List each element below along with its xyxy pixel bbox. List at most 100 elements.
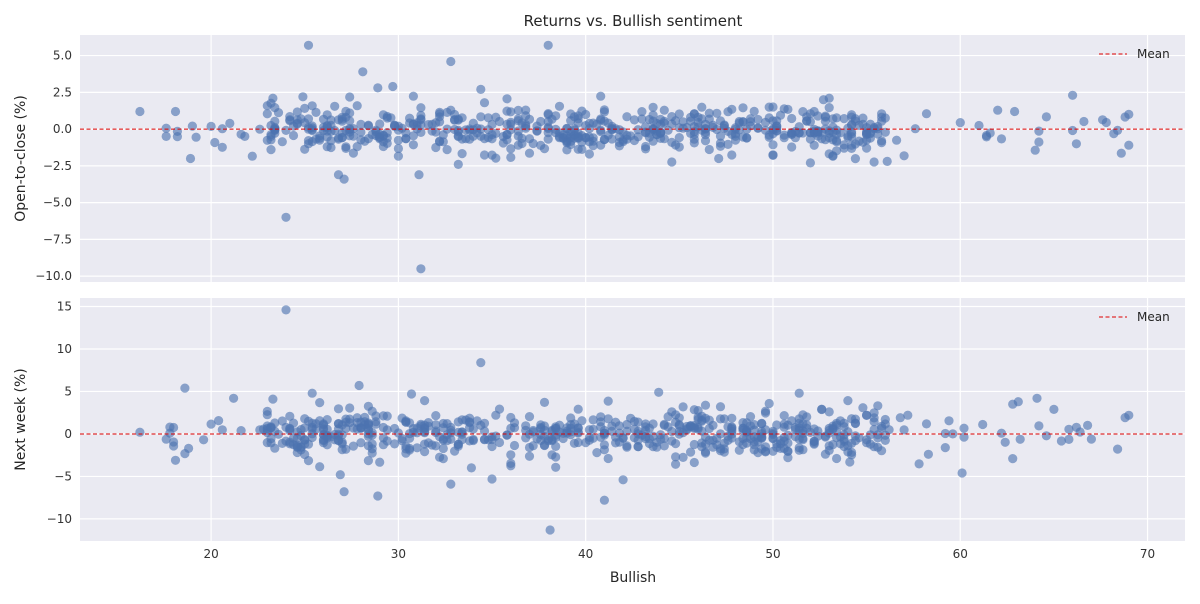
scatter-point: [727, 150, 737, 160]
scatter-point: [824, 407, 834, 417]
scatter-point: [465, 413, 475, 423]
scatter-point: [528, 425, 538, 436]
scatter-point: [476, 84, 486, 94]
scatter-point: [652, 437, 662, 447]
x-axis-label: Bullish: [610, 570, 656, 586]
scatter-point: [663, 412, 673, 422]
scatter-point: [734, 125, 744, 135]
scatter-point: [390, 423, 400, 434]
scatter-point: [1049, 404, 1059, 414]
scatter-point: [768, 102, 778, 112]
scatter-point: [408, 131, 418, 141]
scatter-point: [723, 107, 733, 117]
scatter-point: [247, 151, 257, 161]
plot-background: [80, 35, 1185, 282]
scatter-point: [1071, 139, 1081, 149]
scatter-point: [315, 462, 325, 472]
scatter-point: [341, 414, 351, 424]
scatter-point: [772, 420, 782, 430]
scatter-point: [393, 151, 403, 161]
scatter-point: [442, 107, 452, 117]
scatter-point: [513, 131, 523, 141]
scatter-point: [335, 470, 345, 480]
scatter-point: [914, 459, 924, 469]
scatter-point: [734, 445, 744, 455]
scatter-point: [862, 410, 872, 420]
scatter-point: [476, 358, 486, 368]
scatter-point: [854, 433, 864, 443]
scatter-point: [268, 93, 278, 103]
scatter-point: [348, 441, 358, 451]
scatter-point: [255, 425, 265, 435]
scatter-point: [423, 120, 433, 130]
scatter-point: [584, 425, 595, 435]
scatter-point: [659, 116, 669, 126]
scatter-point: [551, 430, 561, 440]
scatter-point: [229, 393, 239, 403]
scatter-point: [446, 56, 456, 67]
scatter-point: [862, 143, 872, 153]
scatter-point: [850, 418, 861, 428]
scatter-point: [551, 423, 561, 434]
scatter-point: [847, 132, 857, 142]
scatter-point: [566, 136, 576, 146]
scatter-point: [135, 106, 145, 117]
scatter-point: [629, 115, 640, 125]
scatter-point: [869, 413, 879, 423]
scatter-point: [442, 419, 452, 429]
y-tick-label: −10.0: [35, 269, 72, 283]
scatter-point: [828, 114, 838, 124]
scatter-point: [506, 450, 516, 460]
scatter-point: [214, 416, 224, 426]
scatter-point: [667, 137, 677, 147]
scatter-point: [281, 125, 291, 135]
scatter-point: [996, 428, 1007, 438]
scatter-point: [880, 430, 890, 440]
scatter-point: [1034, 126, 1044, 136]
scatter-point: [401, 444, 411, 454]
scatter-point: [599, 445, 610, 455]
scatter-point: [356, 119, 366, 129]
scatter-point: [667, 157, 677, 167]
scatter-point: [442, 436, 452, 446]
scatter-point: [303, 40, 314, 50]
scatter-point: [895, 413, 905, 423]
scatter-point: [719, 121, 729, 131]
scatter-point: [262, 406, 272, 416]
scatter-point: [487, 134, 497, 144]
scatter-point: [266, 423, 276, 433]
scatter-point: [618, 475, 628, 485]
scatter-point: [700, 400, 711, 410]
scatter-point: [543, 40, 553, 50]
scatter-point: [573, 111, 583, 121]
scatter-point: [629, 135, 640, 146]
scatter-point: [783, 453, 793, 463]
x-tick-label: 20: [203, 547, 218, 561]
y-tick-label: −5.0: [43, 196, 72, 210]
scatter-point: [375, 119, 385, 129]
scatter-point: [416, 103, 426, 113]
scatter-point: [787, 416, 797, 426]
scatter-point: [1056, 436, 1066, 446]
scatter-point: [498, 138, 508, 148]
scatter-point: [839, 114, 849, 124]
scatter-point: [468, 131, 478, 141]
scatter-point: [573, 437, 583, 448]
scatter-point: [738, 423, 748, 433]
scatter-point: [858, 403, 868, 413]
scatter-point: [745, 421, 756, 431]
scatter-point: [468, 424, 478, 434]
scatter-point: [622, 441, 632, 451]
y-tick-label: 2.5: [53, 85, 72, 99]
scatter-point: [281, 305, 291, 315]
scatter-point: [603, 396, 613, 406]
scatter-point: [614, 428, 625, 438]
scatter-point: [693, 117, 703, 127]
scatter-point: [708, 442, 718, 452]
scatter-point: [719, 444, 729, 454]
scatter-point: [378, 110, 388, 120]
scatter-point: [813, 126, 823, 136]
scatter-point: [779, 419, 789, 429]
